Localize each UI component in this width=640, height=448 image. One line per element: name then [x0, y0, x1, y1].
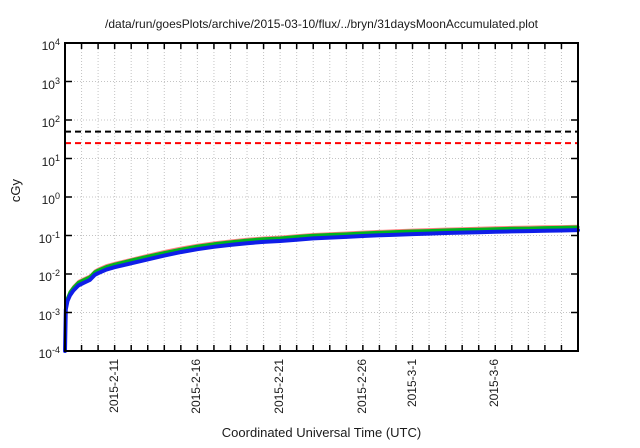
x-tick-label: 2015-2-11: [106, 359, 121, 413]
blue-accumulated-dose-line: [63, 228, 580, 353]
x-tick-label: 2015-3-1: [404, 359, 419, 408]
x-tick-label: 2015-2-21: [272, 359, 287, 414]
plot-border: [64, 42, 579, 352]
y-tick-label: 10-2: [38, 268, 60, 284]
red-accumulated-dose-line: [64, 224, 579, 348]
y-tick-label: 10-1: [38, 229, 60, 246]
y-tick-label: 102: [41, 114, 60, 130]
plot-title: /data/run/goesPlots/archive/2015-03-10/f…: [105, 17, 538, 31]
y-tick-label: 101: [41, 152, 60, 169]
green-accumulated-dose-line: [63, 225, 580, 350]
x-tick-label: 2015-3-6: [487, 359, 502, 408]
x-tick-label: 2015-2-26: [354, 359, 369, 414]
y-tick-label: 103: [41, 75, 60, 92]
x-tick-label: 2015-2-16: [189, 359, 204, 414]
x-axis-label: Coordinated Universal Time (UTC): [221, 425, 422, 440]
y-tick-label: 100: [41, 191, 60, 207]
y-tick-label: 10-4: [38, 345, 60, 361]
y-tick-label: 104: [41, 37, 60, 53]
y-tick-label: 10-3: [38, 306, 60, 323]
